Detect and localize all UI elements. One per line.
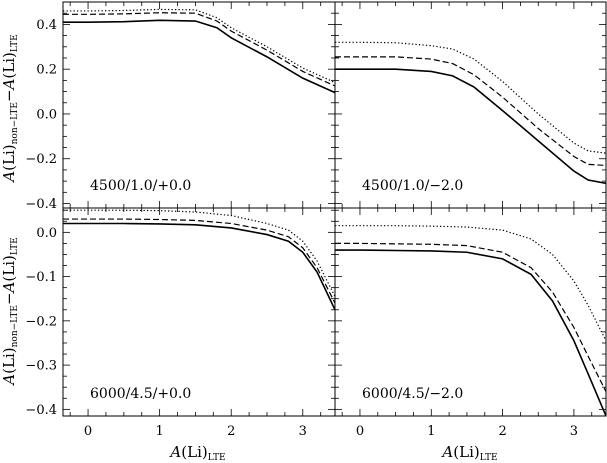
panel-frame	[334, 207, 607, 417]
x-tick-label: 1	[427, 424, 435, 439]
y-tick-label: 0.4	[36, 18, 57, 33]
panel-4: 0 1 2 3 6000/4.5/−2.0	[334, 207, 607, 439]
y-tick-label: −0.2	[25, 314, 57, 329]
y-tick-label: −0.3	[25, 359, 57, 374]
panel-label: 6000/4.5/−2.0	[362, 386, 463, 402]
series-line-solid	[63, 19, 335, 94]
series-line-dotted	[335, 41, 606, 154]
y-tick-label: 0.2	[36, 63, 57, 78]
y-tick-label: −0.1	[25, 270, 57, 285]
y-axis-title-bottom: A(Li)non−LTE−A(Li)LTE	[0, 237, 20, 386]
x-tick-label: 0	[84, 424, 92, 439]
y-tick-label: −0.2	[25, 152, 57, 167]
panel-label: 4500/1.0/+0.0	[90, 178, 191, 194]
series-line-solid	[63, 222, 335, 311]
x-axis-title-right: A(Li)LTE	[440, 443, 497, 463]
panel-label: 6000/4.5/+0.0	[90, 386, 191, 402]
x-tick-label: 0	[356, 424, 364, 439]
series-line-dotted	[63, 209, 335, 297]
panel-3: −0.4 −0.3 −0.2 −0.1 0.0 0 1 2 3 6000/4.5/+0.0	[25, 207, 336, 439]
panel-2: 4500/1.0/−2.0	[334, 1, 607, 209]
series-line-dashed	[335, 56, 606, 167]
y-tick-label: −0.4	[25, 197, 57, 212]
x-tick-label: 3	[570, 424, 578, 439]
panel-1: −0.4 −0.2 0.0 0.2 0.4 4500/1.0/+0.0	[25, 1, 336, 212]
series-line-dotted	[63, 8, 335, 84]
series-line-solid	[335, 68, 606, 185]
series-line-dashed	[63, 12, 335, 87]
panels: −0.4 −0.2 0.0 0.2 0.4 4500/1.0/+0.0 4500/1.0/−…	[25, 1, 607, 439]
y-tick-label: 0.0	[36, 226, 57, 241]
x-tick-label: 3	[299, 424, 307, 439]
panel-label: 4500/1.0/−2.0	[362, 178, 463, 194]
x-tick-label: 2	[498, 424, 506, 439]
series-line-solid	[335, 249, 606, 416]
y-tick-label: 0.0	[36, 107, 57, 122]
x-tick-label: 1	[155, 424, 163, 439]
x-tick-label: 2	[227, 424, 235, 439]
series-line-dashed	[335, 242, 606, 392]
y-tick-label: −0.4	[25, 403, 57, 418]
y-axis-title-top: A(Li)non−LTE−A(Li)LTE	[0, 34, 20, 183]
panel-frame	[62, 207, 336, 417]
x-axis-title-left: A(Li)LTE	[168, 443, 225, 463]
series-line-dashed	[63, 218, 335, 304]
